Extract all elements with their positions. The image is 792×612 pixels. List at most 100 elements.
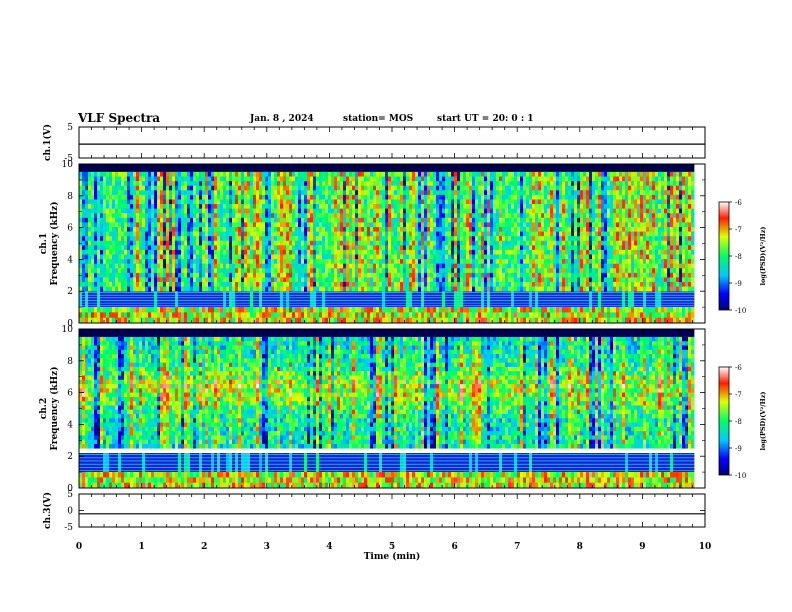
spectrogram-cell	[481, 307, 485, 313]
spectrogram-cell	[508, 194, 512, 200]
spectrogram-cell	[310, 176, 314, 182]
spectrogram-cell	[109, 236, 113, 242]
spectrogram-cell	[184, 231, 188, 237]
spectrogram-cell	[280, 199, 284, 205]
spectrogram-cell	[178, 226, 182, 232]
spectrogram-cell	[463, 282, 467, 287]
spectrogram-cell	[103, 213, 107, 219]
spectrogram-cell	[460, 231, 464, 237]
spectrogram-cell	[526, 282, 530, 287]
spectrogram-cell	[457, 254, 461, 260]
spectrogram-cell	[529, 208, 533, 214]
spectrogram-cell	[313, 282, 317, 287]
spectrogram-cell	[268, 236, 272, 242]
spectrogram-cell	[328, 181, 332, 187]
spectrogram-cell	[547, 213, 551, 219]
spectrogram-cell	[325, 240, 329, 246]
spectrogram-cell	[526, 231, 530, 237]
spectrogram-cell	[379, 176, 383, 182]
spectrogram-cell	[583, 231, 587, 237]
spectrogram-cell	[127, 181, 131, 187]
spectrogram-cell	[442, 282, 446, 287]
spectrogram-cell	[445, 245, 449, 251]
spectrogram-cell	[403, 263, 407, 269]
spectrogram-cell	[391, 282, 395, 287]
spectrogram-cell	[532, 268, 536, 274]
spectrogram-cell	[427, 307, 431, 313]
spectrogram-cell	[244, 181, 248, 187]
spectrogram-cell	[346, 199, 350, 205]
spectrogram-cell	[139, 208, 143, 214]
spectrogram-cell	[472, 268, 476, 274]
spectrogram-cell	[562, 204, 566, 209]
spectrogram-cell	[577, 231, 581, 237]
spectrogram-cell	[505, 240, 509, 246]
spectrogram-cell	[328, 254, 332, 260]
spectrogram-cell	[460, 245, 464, 251]
spectrogram-cell	[151, 268, 155, 274]
spectrogram-cell	[97, 240, 101, 246]
spectrogram-cell	[577, 213, 581, 219]
spectrogram-cell	[178, 199, 182, 205]
spectrogram-cell	[406, 222, 410, 228]
spectrogram-cell	[256, 190, 260, 196]
spectrogram-cell	[100, 236, 104, 242]
spectrogram-cell	[460, 222, 464, 228]
spectrogram-cell	[526, 217, 530, 223]
spectrogram-cell	[514, 213, 518, 219]
spectrogram-cell	[82, 190, 86, 196]
spectrogram-cell	[388, 208, 392, 214]
spectrogram-cell	[106, 204, 110, 209]
spectrogram-cell	[205, 213, 209, 219]
spectrogram-cell	[472, 213, 476, 219]
spectrogram-cell	[343, 286, 347, 292]
spectrogram-cell	[391, 249, 395, 255]
spectrogram-cell	[118, 317, 122, 324]
spectrogram-cell	[475, 190, 479, 196]
spectrogram-cell	[391, 259, 395, 264]
spectrogram-cell	[520, 282, 524, 287]
spectrogram-cell	[358, 277, 362, 283]
spectrogram-cell	[298, 185, 302, 191]
spectrogram-cell	[187, 208, 191, 214]
spectrogram-cell	[583, 236, 587, 242]
spectrogram-cell	[241, 231, 245, 237]
spectrogram-cell	[535, 217, 539, 223]
spectrogram-cell	[550, 226, 554, 232]
spectrogram-cell	[460, 282, 464, 287]
spectrogram-cell	[322, 245, 326, 251]
spectrogram-cell	[289, 208, 293, 214]
spectrogram-cell	[211, 312, 215, 318]
spectrogram-cell	[79, 282, 83, 287]
spectrogram-cell	[283, 268, 287, 274]
spectrogram-cell	[115, 307, 119, 313]
spectrogram-cell	[172, 277, 176, 283]
start-time-label: start UT = 20: 0 : 1	[437, 114, 534, 124]
spectrogram-cell	[253, 185, 257, 191]
spectrogram-cell	[271, 282, 275, 287]
spectrogram-cell	[103, 282, 107, 287]
spectrogram-cell	[88, 190, 92, 196]
spectrogram-cell	[361, 199, 365, 205]
spectrogram-cell	[376, 282, 380, 287]
spectrogram-cell	[286, 185, 290, 191]
spectrogram-cell	[169, 213, 173, 219]
spectrogram-cell	[391, 272, 395, 278]
spectrogram-cell	[202, 307, 206, 313]
spectrogram-cell	[346, 181, 350, 187]
spectrogram-cell	[400, 226, 404, 232]
spectrogram-cell	[382, 181, 386, 187]
spectrogram-cell	[82, 277, 86, 283]
spectrogram-cell	[94, 307, 98, 313]
spectrogram-cell	[499, 272, 503, 278]
spectrogram-cell	[490, 181, 494, 187]
spectrogram-cell	[121, 286, 125, 292]
spectrogram-cell	[85, 213, 89, 219]
spectrogram-cell	[160, 282, 164, 287]
spectrogram-cell	[124, 282, 128, 287]
spectrogram-cell	[475, 286, 479, 292]
spectrogram-cell	[238, 272, 242, 278]
spectrogram-cell	[400, 204, 404, 209]
spectrogram-cell	[148, 190, 152, 196]
spectrogram-cell	[421, 176, 425, 182]
